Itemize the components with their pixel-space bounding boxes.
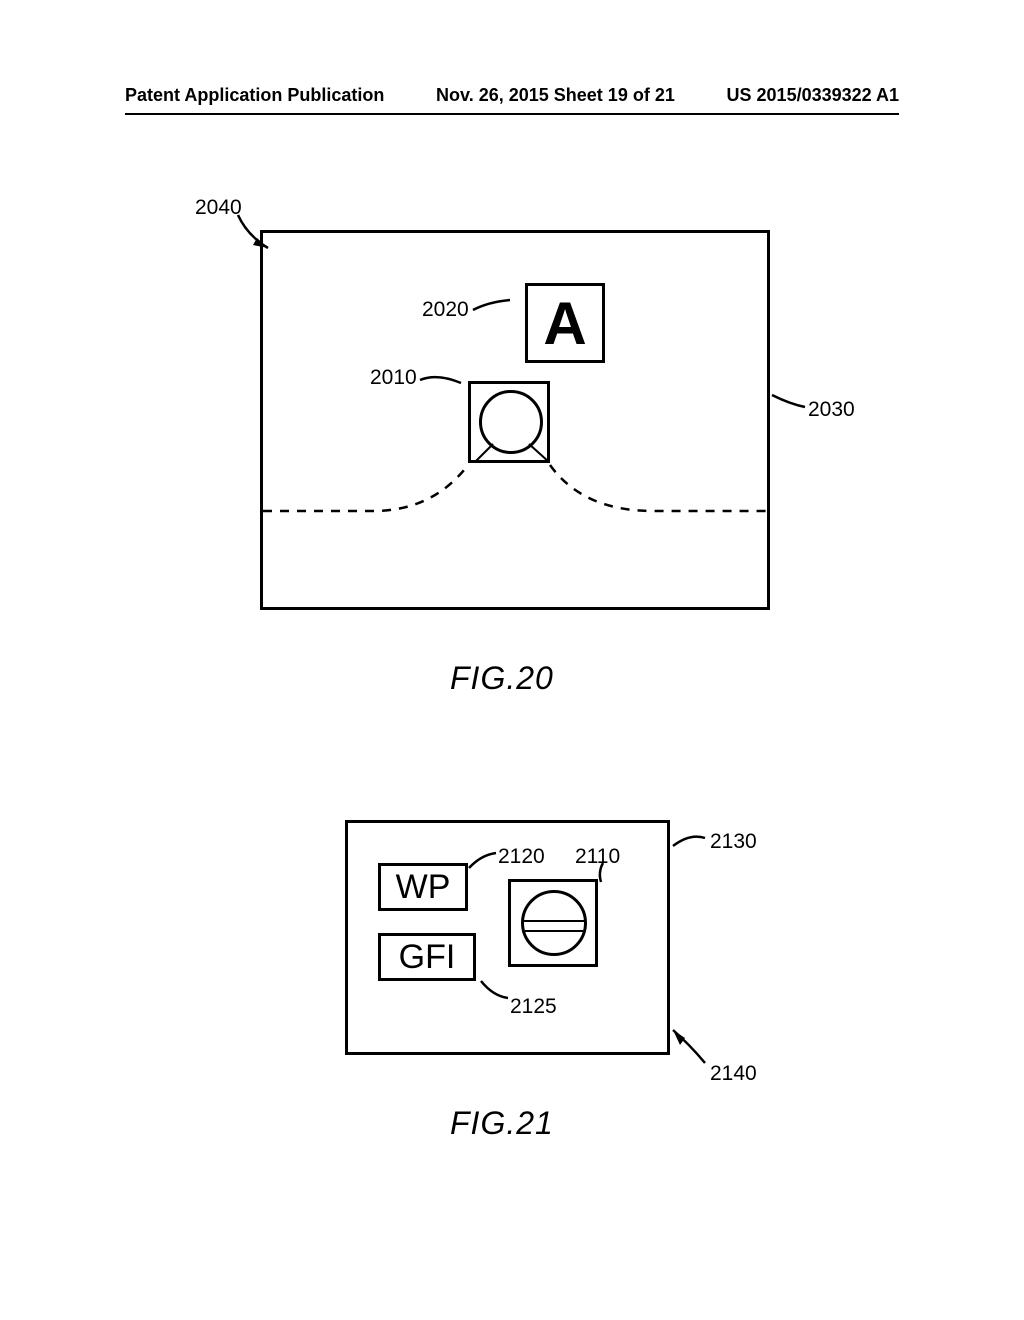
header-left: Patent Application Publication: [125, 85, 384, 106]
fig21-circle-box: [508, 879, 598, 967]
fig21-caption: FIG.21: [450, 1105, 554, 1142]
patent-header: Patent Application Publication Nov. 26, …: [0, 85, 1024, 106]
ref-2130: 2130: [710, 830, 757, 854]
ref-2010: 2010: [370, 366, 417, 390]
fig20-caption: FIG.20: [450, 660, 554, 697]
lead-2130: [670, 828, 710, 853]
fig20-frame: A: [260, 230, 770, 610]
fig20-dashed-curve: [263, 233, 773, 613]
lead-2120: [466, 850, 501, 875]
ref-2030: 2030: [808, 398, 855, 422]
lead-2010: [415, 365, 470, 395]
fig21-wp-box: WP: [378, 863, 468, 911]
fig21-hline2: [525, 930, 583, 932]
header-rule: [125, 113, 899, 115]
fig21-gfi-label: GFI: [399, 938, 456, 977]
fig21-gfi-box: GFI: [378, 933, 476, 981]
header-right: US 2015/0339322 A1: [727, 85, 899, 106]
fig21-hline1: [523, 920, 585, 922]
ref-2140: 2140: [710, 1062, 757, 1086]
lead-2125: [478, 978, 513, 1003]
fig21-wp-label: WP: [396, 868, 451, 907]
lead-2030: [770, 392, 815, 427]
lead-2110: [595, 860, 615, 885]
ref-2125: 2125: [510, 995, 557, 1019]
fig21-circle-icon: [521, 890, 587, 956]
ref-2020: 2020: [422, 298, 469, 322]
header-center: Nov. 26, 2015 Sheet 19 of 21: [436, 85, 675, 106]
lead-2140: [645, 1015, 715, 1070]
lead-2020: [468, 292, 523, 322]
ref-2120: 2120: [498, 845, 545, 869]
